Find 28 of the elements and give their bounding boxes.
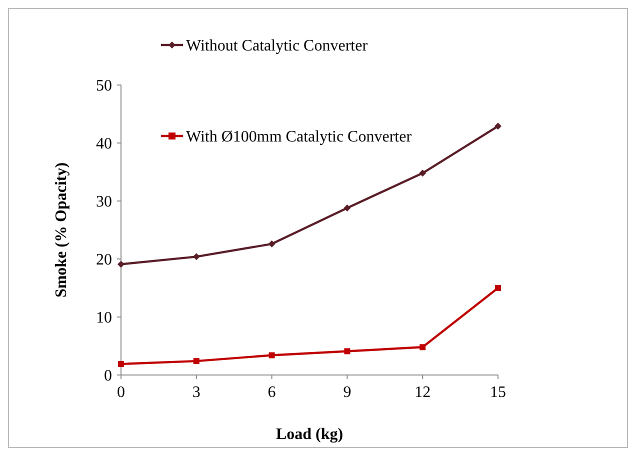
- point: [495, 285, 501, 291]
- y-axis-title: Smoke (% Opacity): [53, 162, 70, 298]
- legend-label: Without Catalytic Converter: [186, 38, 368, 55]
- y-tick-label: 10: [96, 310, 112, 327]
- y-tick-label: 40: [96, 136, 112, 153]
- legend-label: With Ø100mm Catalytic Converter: [186, 128, 412, 146]
- point: [494, 122, 502, 130]
- x-tick-label: 0: [117, 384, 125, 401]
- point: [344, 204, 351, 212]
- x-tick-label: 12: [414, 384, 431, 401]
- point: [118, 360, 124, 367]
- point: [268, 352, 275, 358]
- point: [193, 358, 200, 364]
- y-tick-label: 0: [104, 368, 112, 385]
- point: [420, 344, 426, 350]
- x-tick-label: 6: [268, 384, 276, 401]
- y-tick-label: 20: [96, 252, 112, 269]
- point: [419, 170, 426, 177]
- point: [268, 240, 276, 248]
- x-tick-label: 15: [490, 384, 506, 401]
- x-tick-label: 9: [343, 384, 352, 401]
- point: [192, 253, 200, 260]
- x-axis-title: Load (kg): [276, 426, 344, 443]
- point: [118, 260, 124, 268]
- x-tick-label: 3: [192, 384, 200, 401]
- y-tick-label: 30: [96, 194, 112, 211]
- point: [344, 348, 350, 354]
- y-tick-label: 50: [96, 78, 112, 95]
